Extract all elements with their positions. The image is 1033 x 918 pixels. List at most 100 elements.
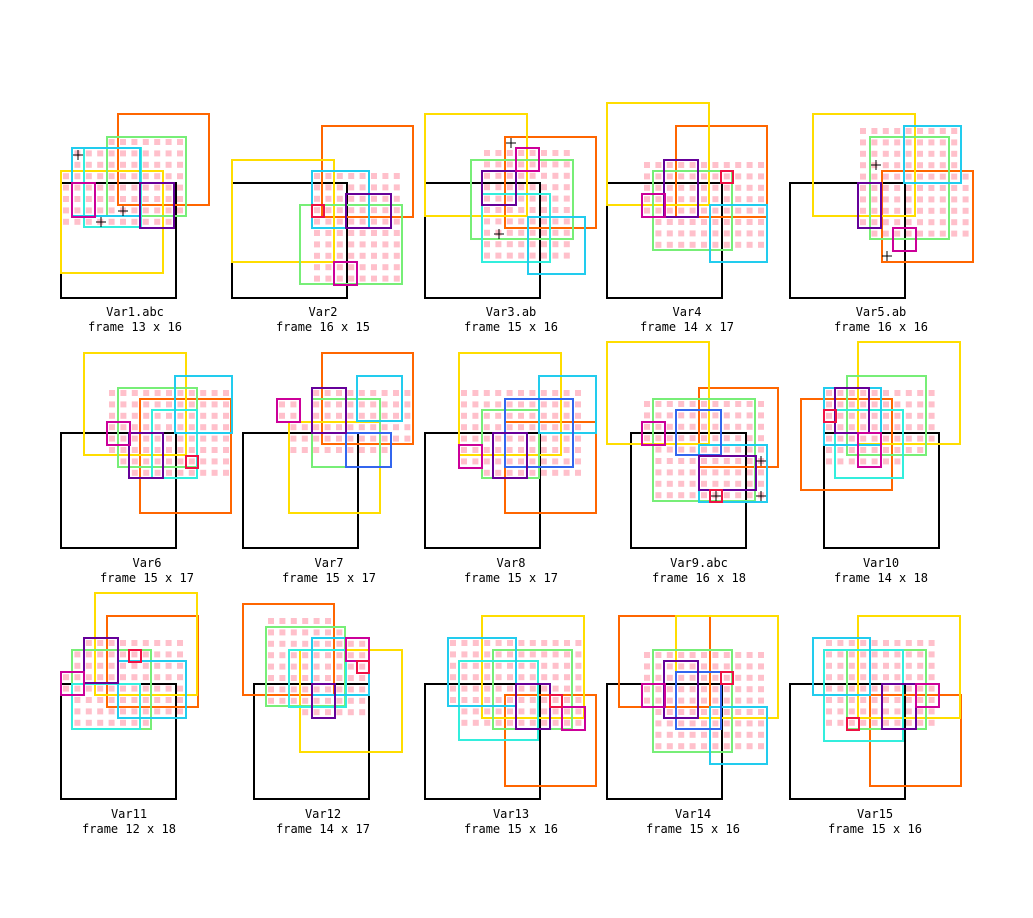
cell: [483, 424, 490, 431]
cell: [917, 435, 924, 442]
cell: [860, 697, 867, 703]
cyan-region: [812, 637, 871, 696]
cell: [109, 447, 115, 453]
cell: [154, 708, 161, 715]
cell: [848, 719, 855, 726]
cell: [689, 458, 696, 464]
cell: [905, 401, 912, 408]
cell: [860, 196, 866, 203]
cell: [211, 447, 218, 453]
cell: [108, 196, 115, 202]
cell: [290, 618, 297, 624]
cell: [450, 651, 456, 658]
green-region: [652, 170, 733, 251]
cell: [381, 447, 388, 453]
panel-frame-size: frame 12 x 18: [82, 822, 176, 836]
cell: [472, 390, 479, 396]
cell: [381, 390, 388, 396]
crosshair-icon: [756, 491, 766, 501]
cell: [495, 424, 502, 431]
cell: [644, 207, 650, 214]
cell: [85, 719, 92, 726]
cell: [689, 241, 696, 248]
panel-label: Var12 frame 14 x 17: [243, 807, 403, 837]
cell: [529, 390, 536, 396]
cell: [701, 458, 707, 464]
cell: [109, 424, 115, 431]
cell: [529, 674, 536, 681]
cell: [540, 435, 547, 442]
cell: [518, 207, 525, 213]
cell: [108, 697, 115, 703]
cell: [268, 675, 274, 681]
cell: [666, 663, 673, 670]
variant-panel: [606, 341, 779, 549]
cell: [154, 207, 161, 214]
cell: [325, 709, 331, 716]
cell: [723, 446, 730, 453]
cell: [518, 662, 525, 669]
cell: [882, 185, 889, 191]
cell: [894, 390, 901, 396]
cell: [746, 196, 753, 203]
cell: [223, 435, 229, 442]
cell: [131, 469, 138, 476]
cell: [393, 218, 400, 225]
cell: [279, 686, 286, 693]
panel-frame-size: frame 15 x 17: [282, 571, 376, 585]
cell: [644, 652, 650, 658]
cell: [108, 207, 115, 214]
cell: [131, 139, 138, 145]
panel-label: Var1.abc frame 13 x 16: [55, 305, 215, 335]
cell: [74, 697, 81, 703]
cell: [701, 219, 707, 225]
cell: [154, 184, 161, 191]
cell: [735, 743, 742, 750]
yellow-region: [458, 352, 562, 456]
cell: [336, 663, 343, 670]
cell: [74, 161, 81, 168]
cell: [223, 458, 229, 465]
cell: [154, 161, 161, 168]
cell: [371, 252, 377, 259]
cell: [883, 424, 889, 431]
cell: [382, 241, 389, 248]
cell: [563, 218, 570, 225]
cell: [860, 173, 866, 180]
cell: [905, 196, 912, 203]
cell: [871, 719, 878, 726]
cell: [735, 401, 742, 407]
cell: [746, 241, 753, 248]
cell: [336, 241, 343, 248]
cell: [506, 218, 513, 225]
cell: [484, 184, 490, 191]
cell: [472, 640, 479, 646]
cell: [917, 685, 924, 692]
cell: [359, 207, 366, 214]
cell: [507, 719, 513, 726]
cell: [166, 435, 172, 442]
yellow-region: [857, 341, 961, 445]
cell: [324, 390, 331, 396]
cell: [735, 446, 742, 453]
cell: [279, 663, 286, 670]
cell: [472, 662, 479, 669]
cell: [758, 743, 764, 750]
panel-frame-size: frame 14 x 17: [276, 822, 370, 836]
panel-label: Var2 frame 16 x 15: [243, 305, 403, 335]
cell: [461, 401, 467, 408]
cell: [177, 662, 183, 669]
cell: [393, 424, 399, 431]
cell: [883, 708, 889, 715]
cell: [371, 264, 377, 271]
cell: [905, 128, 912, 134]
cell: [894, 230, 901, 237]
cell: [188, 458, 195, 465]
cell: [166, 469, 172, 476]
cell: [177, 697, 183, 703]
cell: [644, 173, 650, 180]
cell: [325, 686, 331, 693]
cell: [735, 184, 742, 191]
cell: [518, 469, 524, 476]
cell: [746, 674, 753, 681]
